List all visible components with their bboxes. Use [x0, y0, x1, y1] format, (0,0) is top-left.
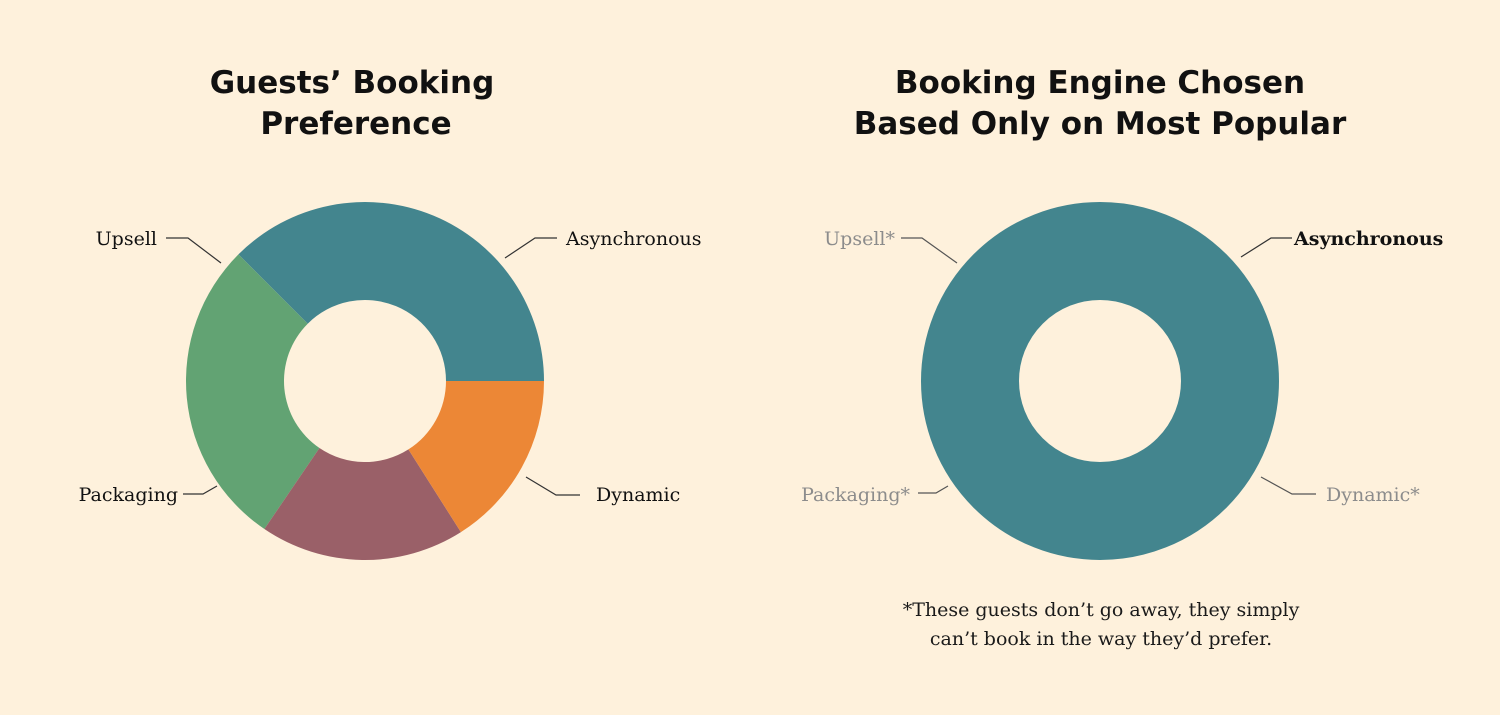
slice-upsell [408, 381, 544, 533]
right-leader-line-packaging [918, 485, 949, 494]
footnote-line-1: *These guests don’t go away, they simply [903, 599, 1300, 621]
left-label-dynamic: Dynamic [596, 484, 680, 506]
left-chart-title-line-1: Guests’ Booking [210, 65, 495, 101]
leader-line-asynchronous [504, 237, 557, 259]
slice-asynchronous [238, 202, 544, 381]
left-label-packaging: Packaging [79, 484, 178, 506]
right-label-dynamic: Dynamic* [1326, 484, 1420, 506]
slice-dynamic [186, 254, 320, 530]
guests-preference-chart: Guests’ Booking Preference Asynchronous … [79, 65, 702, 560]
right-label-asynchronous: Asynchronous [1293, 228, 1443, 250]
right-donut [920, 202, 1279, 560]
right-label-upsell: Upsell* [824, 228, 895, 250]
leader-line-dynamic [525, 476, 580, 496]
leader-line-packaging [183, 485, 218, 495]
footnote-line-2: can’t book in the way they’d prefer. [930, 628, 1272, 650]
most-popular-chart: Booking Engine Chosen Based Only on Most… [801, 65, 1443, 650]
right-chart-title-line-2: Based Only on Most Popular [854, 106, 1347, 142]
right-label-packaging: Packaging* [801, 484, 910, 506]
left-label-asynchronous: Asynchronous [565, 228, 702, 250]
right-leader-line-dynamic [1260, 476, 1316, 495]
leader-line-upsell [166, 237, 222, 264]
right-leader-line-upsell [901, 237, 958, 264]
right-leader-line-asynchronous [1240, 237, 1292, 258]
left-donut [186, 202, 544, 560]
right-chart-title-line-1: Booking Engine Chosen [895, 65, 1305, 101]
left-chart-title-line-2: Preference [260, 106, 451, 142]
slice-packaging [264, 447, 461, 560]
left-label-upsell: Upsell [96, 228, 157, 250]
slice-asynchronous [920, 202, 1279, 560]
